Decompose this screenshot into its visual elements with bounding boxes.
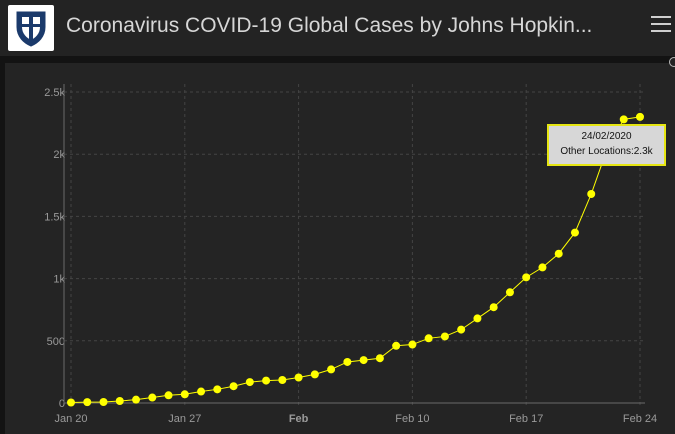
data-point [278, 375, 287, 384]
x-tick-label: Feb 24 [623, 413, 657, 425]
chart-tooltip: 24/02/2020 Other Locations:2.3k [547, 124, 666, 166]
y-tick-label: 0 [59, 398, 65, 410]
data-point [262, 376, 271, 385]
data-point [245, 378, 254, 387]
data-point [197, 387, 206, 396]
data-point [570, 228, 579, 237]
tooltip-value: Other Locations:2.3k [560, 146, 653, 157]
data-point [392, 341, 401, 350]
data-point [343, 357, 352, 366]
data-point [375, 354, 384, 363]
data-point [99, 398, 108, 407]
tooltip-date: 24/02/2020 [581, 131, 632, 142]
data-point [489, 303, 498, 312]
x-tick-label: Jan 20 [54, 413, 87, 425]
data-point [636, 112, 644, 121]
x-tick-label: Feb 17 [509, 413, 543, 425]
data-point [408, 340, 417, 349]
data-point [83, 398, 92, 407]
data-point [180, 390, 189, 399]
data-point [67, 398, 75, 407]
page-title: Coronavirus COVID-19 Global Cases by Joh… [66, 14, 593, 37]
data-point [473, 314, 482, 323]
data-point [310, 370, 319, 379]
data-point [164, 391, 173, 400]
data-point [587, 190, 596, 199]
data-point [327, 365, 336, 374]
university-shield-icon [8, 5, 54, 51]
data-point [538, 263, 547, 272]
data-point [619, 115, 628, 124]
x-tick-label: Feb [289, 413, 309, 425]
data-point [115, 397, 124, 406]
hamburger-menu-icon[interactable] [651, 16, 671, 38]
y-tick-label: 2k [53, 149, 65, 161]
y-tick-label: 1.5k [44, 211, 65, 223]
data-point [294, 373, 303, 382]
data-point [424, 334, 433, 343]
panel-corner-icon [669, 57, 675, 67]
y-tick-label: 1k [53, 274, 65, 286]
data-point [213, 385, 222, 394]
data-point [554, 249, 563, 258]
data-point [457, 325, 466, 334]
data-point [440, 332, 449, 341]
data-point [505, 288, 514, 297]
y-tick-label: 2.5k [44, 87, 65, 99]
data-point [132, 395, 141, 404]
y-tick-label: 500 [47, 336, 65, 348]
data-point [359, 356, 368, 365]
data-point [522, 273, 531, 282]
app-header: Coronavirus COVID-19 Global Cases by Joh… [0, 0, 675, 56]
x-tick-label: Feb 10 [395, 413, 429, 425]
x-tick-label: Jan 27 [168, 413, 201, 425]
data-point [229, 382, 238, 391]
data-point [148, 393, 157, 402]
